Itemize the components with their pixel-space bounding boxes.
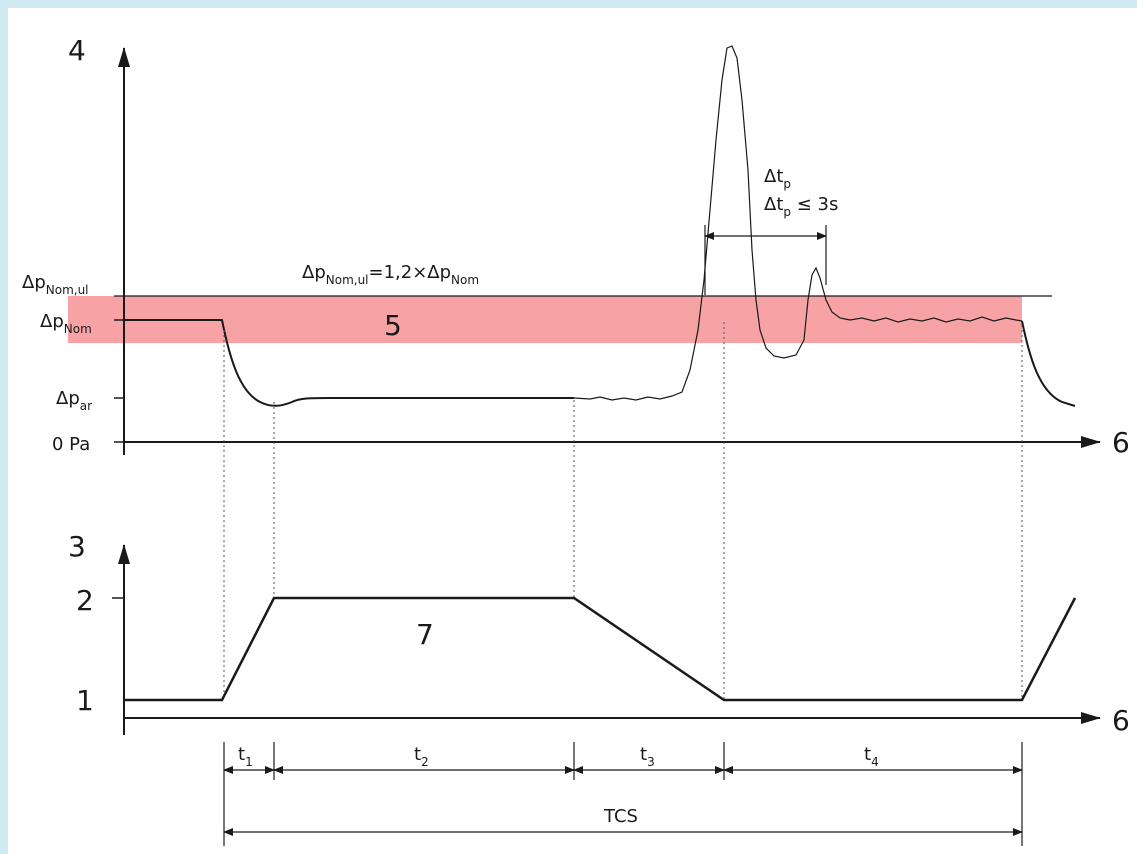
- dtp-condition-label: Δtp ≤ 3s: [764, 194, 838, 219]
- upper-x-axis-label: 6: [1112, 426, 1130, 459]
- t4-label: t4: [864, 744, 879, 769]
- interval-boundaries: [223, 742, 1023, 846]
- tcs-label: TCS: [603, 806, 638, 827]
- pressure-curve-tail: [1021, 320, 1076, 407]
- pressure-curve-noisy: [573, 45, 1023, 401]
- curve-label: 7: [416, 618, 434, 651]
- pressure-curve: [124, 319, 574, 407]
- diagram-frame: 4 6 ΔpNom,ul ΔpNom Δpar 0 Pa ΔpNom,ul=1,…: [8, 8, 1137, 854]
- label-zero: 0 Pa: [52, 434, 90, 455]
- upper-y-axis-label: 4: [68, 34, 86, 67]
- formula-label: ΔpNom,ul=1,2×ΔpNom: [302, 262, 479, 287]
- lower-tick-label-2: 2: [76, 584, 94, 617]
- dtp-label: Δtp: [764, 166, 791, 191]
- lower-y-axis-label: 3: [68, 530, 86, 563]
- interval-arrows: [223, 766, 1023, 836]
- t3-label: t3: [640, 744, 655, 769]
- dotted-connectors: [223, 322, 1023, 700]
- nominal-tolerance-band: [68, 296, 1022, 343]
- label-p-nom-ul: ΔpNom,ul: [22, 272, 89, 297]
- t1-label: t1: [238, 744, 253, 769]
- label-p-nom: ΔpNom: [40, 311, 92, 336]
- t2-label: t2: [414, 744, 429, 769]
- timing-diagram: 4 6 ΔpNom,ul ΔpNom Δpar 0 Pa ΔpNom,ul=1,…: [22, 34, 1130, 846]
- label-p-ar: Δpar: [56, 388, 92, 413]
- lower-x-axis-label: 6: [1112, 704, 1130, 737]
- lower-tick-label-1: 1: [76, 684, 94, 717]
- mode-curve: [124, 596, 1077, 702]
- band-label: 5: [384, 309, 402, 342]
